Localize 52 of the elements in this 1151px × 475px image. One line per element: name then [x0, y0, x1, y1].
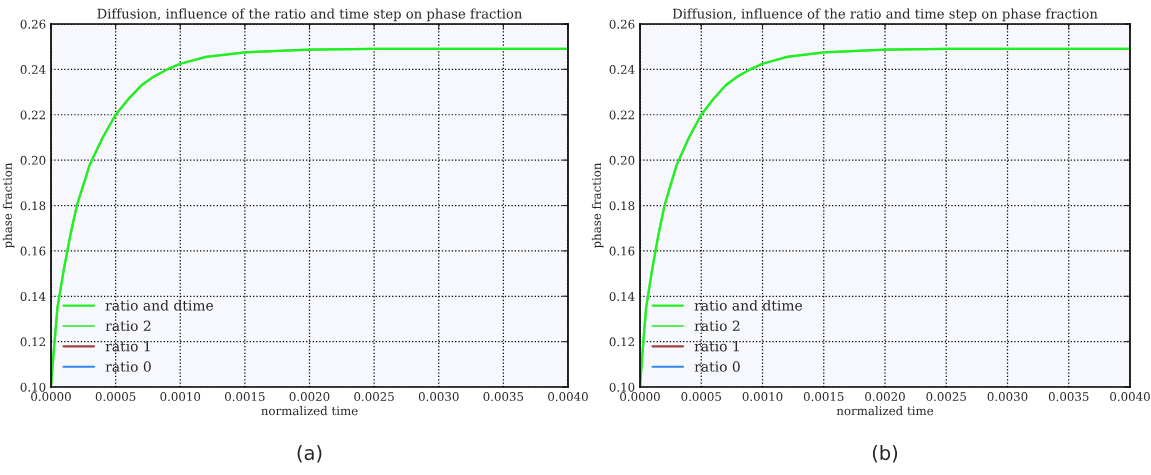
y-tick-label: 0.24: [609, 65, 635, 75]
y-tick-label: 0.10: [609, 382, 635, 392]
x-axis-title: normalized time: [836, 406, 934, 416]
y-tick-label: 0.12: [20, 337, 45, 347]
legend-label: ratio 2: [694, 320, 740, 332]
y-tick-label: 0.14: [609, 291, 635, 301]
legend-label: ratio 2: [105, 320, 151, 332]
x-tick-label: 0.0015: [803, 392, 844, 401]
y-tick-label: 0.24: [20, 65, 46, 75]
x-tick-label: 0.0040: [1110, 392, 1150, 401]
x-tick-label: 0.0015: [225, 392, 265, 401]
y-tick-label: 0.20: [609, 155, 635, 165]
y-axis-title: phase fraction: [2, 162, 15, 249]
x-tick-label: 0.0040: [548, 392, 588, 401]
y-tick-label: 0.26: [609, 19, 635, 29]
x-tick-label: 0.0000: [620, 392, 660, 401]
text: (b): [872, 445, 898, 463]
x-tick-label: 0.0035: [483, 392, 524, 401]
legend-label: ratio and dtime: [694, 299, 803, 311]
text: (a): [297, 445, 322, 463]
y-tick-label: 0.16: [609, 246, 635, 256]
y-tick-label: 0.22: [20, 110, 45, 120]
legend-label: ratio 1: [105, 340, 150, 352]
y-tick-label: 0.14: [20, 291, 46, 301]
y-tick-label: 0.18: [609, 201, 635, 211]
x-tick-label: 0.0005: [681, 392, 721, 401]
x-tick-label: 0.0020: [289, 392, 330, 401]
x-tick-label: 0.0010: [742, 392, 783, 401]
y-tick-label: 0.22: [609, 110, 634, 120]
x-tick-label: 0.0010: [160, 392, 201, 401]
y-tick-label: 0.10: [20, 382, 46, 392]
x-tick-label: 0.0030: [418, 392, 459, 401]
legend-label: ratio 0: [694, 361, 740, 372]
x-tick-label: 0.0025: [354, 392, 394, 401]
x-tick-label: 0.0020: [865, 392, 905, 401]
y-tick-label: 0.12: [609, 337, 634, 347]
legend-label: ratio 1: [694, 340, 739, 352]
chart-title: Diffusion, influence of the ratio and time step on phase fraction: [97, 8, 523, 22]
y-tick-label: 0.20: [20, 155, 46, 165]
legend-label: ratio 0: [105, 361, 151, 372]
x-tick-label: 0.0025: [926, 392, 966, 401]
x-axis-title: normalized time: [261, 406, 358, 416]
y-tick-label: 0.18: [20, 201, 46, 211]
y-tick-label: 0.26: [20, 19, 46, 29]
x-tick-label: 0.0030: [987, 392, 1028, 401]
y-tick-label: 0.16: [20, 246, 46, 256]
chart-title: Diffusion, influence of the ratio and time step on phase fraction: [672, 8, 1098, 22]
legend-label: ratio and dtime: [105, 299, 214, 311]
x-tick-label: 0.0000: [31, 392, 71, 401]
x-tick-label: 0.0005: [95, 392, 136, 401]
y-axis-title: phase fraction: [591, 162, 604, 249]
x-tick-label: 0.0035: [1048, 392, 1089, 401]
